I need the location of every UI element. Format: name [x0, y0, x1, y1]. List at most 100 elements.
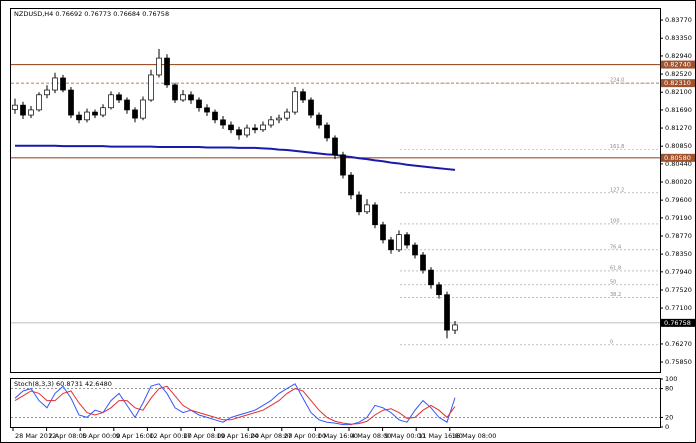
- candle-body: [252, 127, 258, 131]
- candle-body: [364, 204, 370, 213]
- y-tick-label: 0.77520: [665, 286, 692, 294]
- candle-body: [172, 84, 178, 101]
- y-tick-label: 0.82520: [665, 70, 692, 78]
- candle-body: [164, 57, 170, 86]
- x-tick-label: 9 Apr 16:00: [116, 432, 154, 440]
- y-tick-label: 0.79190: [665, 214, 692, 222]
- candle-body: [28, 109, 34, 116]
- y-tick-label: 0.81270: [665, 124, 692, 132]
- fib-label: 76.4: [610, 244, 621, 250]
- y-tick-label: 0.76270: [665, 340, 692, 348]
- y-tick-label: 0.83770: [665, 16, 692, 24]
- candle-body: [188, 94, 194, 101]
- x-tick-label: 5 Apr 00:00: [82, 432, 120, 440]
- candle-body: [444, 294, 450, 331]
- x-tick-label: 27 Apr 00:00: [284, 432, 326, 440]
- candle-body: [420, 254, 426, 271]
- y-tick-label: 0.78770: [665, 232, 692, 240]
- y-tick-label: 0.82100: [665, 88, 692, 96]
- stoch-tick-label: 0: [665, 423, 669, 431]
- candle-body: [268, 119, 274, 126]
- level-tag: [661, 153, 695, 162]
- candle-body: [356, 194, 362, 213]
- candle-body: [204, 107, 210, 113]
- candle-body: [428, 269, 434, 286]
- fib-label: 224.0: [610, 78, 624, 84]
- y-tick-label: 0.79600: [665, 196, 692, 204]
- candle-body: [380, 224, 386, 241]
- candle-body: [20, 104, 26, 116]
- candle-body: [52, 77, 58, 91]
- stoch-tick-label: 80: [665, 385, 673, 393]
- candle-body: [244, 127, 250, 136]
- candle-body: [92, 111, 98, 116]
- candle-body: [228, 124, 234, 131]
- fib-label: 100: [610, 218, 620, 224]
- x-tick-label: 17 Apr 08:00: [183, 432, 225, 440]
- candle-body: [372, 204, 378, 226]
- candle-body: [68, 89, 74, 116]
- x-tick-label: 12 Apr 00:00: [149, 432, 191, 440]
- level-label: 0.82740: [664, 61, 691, 69]
- candle-body: [260, 124, 266, 131]
- x-tick-label: 24 Apr 08:00: [250, 432, 292, 440]
- y-tick-label: 0.75850: [665, 358, 692, 366]
- marker-tag: [661, 79, 695, 88]
- candle-body: [76, 114, 82, 121]
- marker-label: 0.76758: [664, 319, 691, 327]
- candle-body: [412, 244, 418, 256]
- candle-body: [324, 124, 330, 139]
- candle-body: [340, 154, 346, 176]
- x-tick-label: 16 May 08:00: [452, 432, 497, 440]
- candle-body: [124, 99, 130, 111]
- level-tag: [661, 60, 695, 69]
- y-tick-label: 0.80440: [665, 160, 692, 168]
- candle-body: [12, 104, 18, 110]
- candle-body: [388, 239, 394, 251]
- x-tick-label: 28 Mar 2012: [15, 432, 56, 440]
- main-panel: [10, 8, 661, 373]
- y-tick-label: 0.77100: [665, 304, 692, 312]
- fib-label: 161.8: [610, 144, 624, 150]
- candle-body: [116, 94, 122, 101]
- marker-label: 0.82310: [664, 79, 691, 87]
- candle-body: [140, 99, 146, 119]
- stoch-tick-label: 20: [665, 413, 673, 421]
- candle-body: [36, 94, 42, 111]
- stoch-line: [14, 383, 456, 426]
- x-tick-label: 9 May 00:00: [385, 432, 425, 440]
- fib-label: 61.8: [610, 265, 621, 271]
- y-tick-label: 0.78350: [665, 250, 692, 258]
- candle-body: [148, 74, 154, 101]
- candle-body: [396, 234, 402, 251]
- fib-label: 38.2: [610, 292, 621, 298]
- candle-body: [308, 99, 314, 116]
- moving-average: [15, 144, 456, 171]
- candle-body: [404, 234, 410, 246]
- candle-body: [180, 94, 186, 101]
- candle-body: [236, 129, 242, 136]
- stoch-line: [14, 385, 456, 425]
- x-tick-label: 2 Apr 08:00: [49, 432, 87, 440]
- stoch-panel: [10, 378, 661, 428]
- y-tick-label: 0.80850: [665, 142, 692, 150]
- candle-body: [348, 174, 354, 196]
- candle-body: [284, 111, 290, 119]
- fib-label: 50: [610, 279, 616, 285]
- candle-body: [132, 109, 138, 119]
- x-tick-label: 19 Apr 16:00: [217, 432, 259, 440]
- y-tick-label: 0.83350: [665, 34, 692, 42]
- y-tick-label: 0.81690: [665, 106, 692, 114]
- y-tick-label: 0.82940: [665, 52, 692, 60]
- candle-body: [84, 111, 90, 121]
- x-tick-label: 11 May 16:00: [418, 432, 463, 440]
- stoch-tick-label: 100: [665, 375, 677, 383]
- candle-body: [44, 89, 50, 96]
- candle-body: [156, 57, 162, 76]
- x-tick-label: 1 May 16:00: [317, 432, 357, 440]
- fib-label: 0: [610, 339, 613, 345]
- candle-body: [100, 107, 106, 116]
- candle-body: [196, 99, 202, 109]
